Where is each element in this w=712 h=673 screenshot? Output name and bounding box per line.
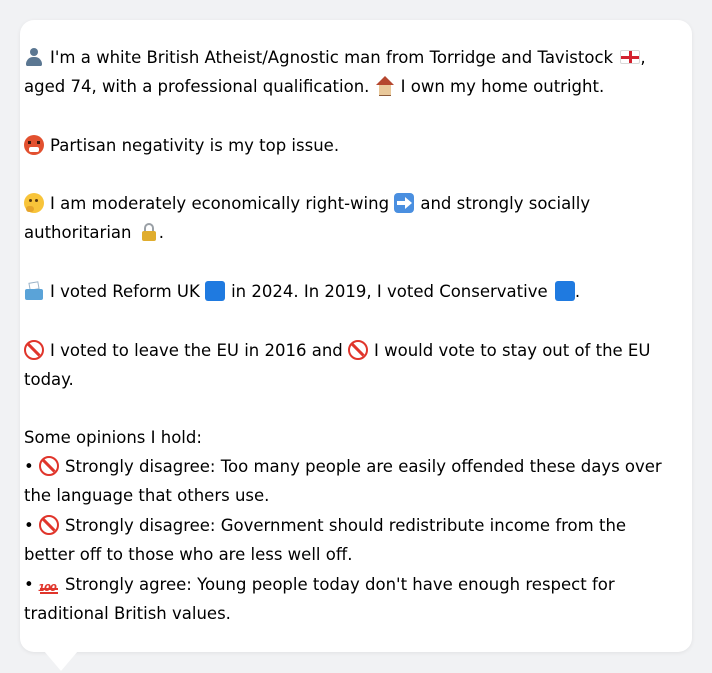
top-issue-line: Partisan negativity is my top issue.	[24, 131, 339, 160]
opinion-2-line-1: • Strongly disagree: Government should r…	[24, 515, 627, 535]
opinion-1-line-2: the language that others use.	[24, 486, 270, 505]
blue-square-icon	[554, 281, 575, 301]
opinions-heading: Some opinions I hold:	[24, 428, 202, 447]
house-icon	[375, 76, 395, 96]
vote-history-line: I voted Reform UK in 2024. In 2019, I vo…	[24, 277, 580, 306]
prohibited-icon	[24, 340, 44, 360]
right-arrow-icon	[394, 193, 415, 213]
person-icon	[24, 47, 44, 67]
lock-icon	[139, 222, 159, 242]
prohibited-icon	[38, 515, 59, 535]
england-flag-icon	[620, 50, 641, 64]
economics-line-1: I am moderately economically right-wing …	[24, 189, 590, 218]
economics-line-2: authoritarian .	[24, 222, 164, 242]
intro-line-2: aged 74, with a professional qualificati…	[24, 76, 605, 96]
blue-square-icon	[205, 281, 226, 301]
eu-line-2: today.	[24, 370, 74, 389]
intro-line-1: I'm a white British Atheist/Agnostic man…	[24, 43, 646, 72]
bubble-tail	[44, 651, 78, 671]
opinion-3-line-1: • Strongly agree: Young people today don…	[24, 570, 615, 603]
opinion-2-line-2: better off to those who are less well of…	[24, 545, 353, 564]
prohibited-icon	[348, 340, 369, 360]
eu-line-1: I voted to leave the EU in 2016 and I wo…	[24, 336, 650, 365]
prohibited-icon	[38, 456, 59, 476]
intro-text: I'm a white British Atheist/Agnostic man…	[50, 48, 614, 67]
message-bubble	[20, 20, 692, 652]
thinking-face-icon	[24, 193, 44, 213]
opinion-3-line-2: traditional British values.	[24, 604, 231, 623]
hundred-icon	[38, 574, 59, 603]
angry-face-icon	[24, 135, 44, 155]
ballot-box-icon	[24, 281, 44, 301]
opinion-1-line-1: • Strongly disagree: Too many people are…	[24, 456, 662, 476]
